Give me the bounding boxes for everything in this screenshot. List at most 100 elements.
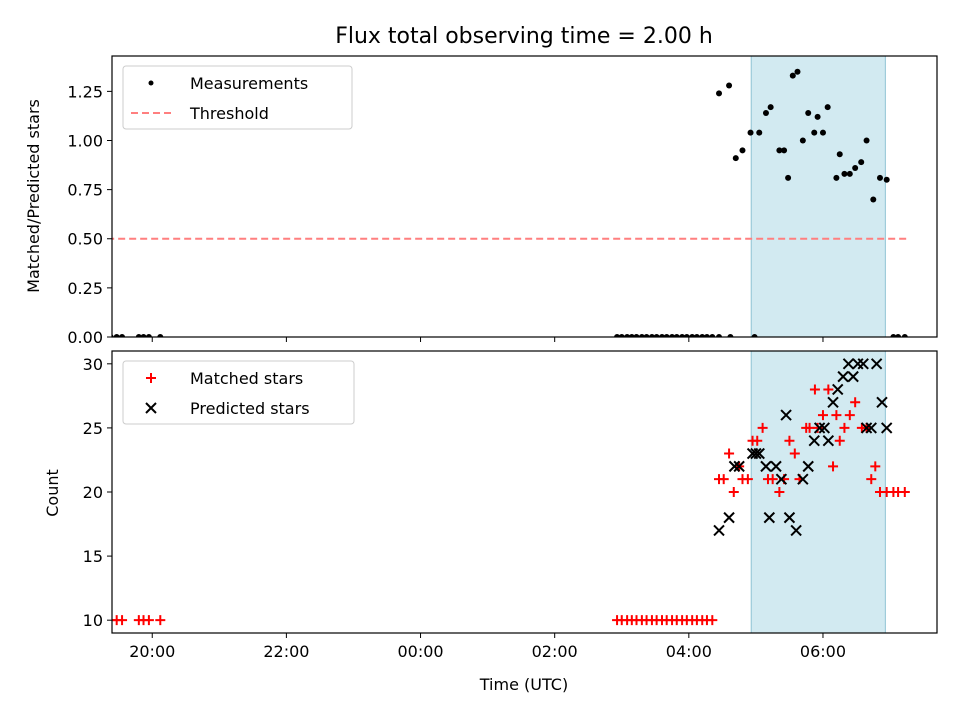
measurement-point — [781, 147, 788, 154]
predicted-star-point — [865, 422, 877, 434]
y-tick-label: 0.50 — [67, 230, 103, 249]
matched-star-point — [707, 615, 718, 626]
predicted-star-point — [876, 396, 888, 408]
measurement-point — [638, 334, 645, 337]
predicted-star-point — [753, 447, 765, 460]
legend-label: Threshold — [189, 104, 269, 123]
measurement-point — [693, 334, 700, 337]
matched-star-point — [742, 474, 753, 485]
matched-star-point — [834, 435, 845, 446]
measurement-point — [653, 334, 660, 337]
predicted-star-point — [797, 473, 809, 485]
series-matched-stars — [112, 384, 910, 626]
matched-star-point — [767, 474, 778, 485]
measurement-point — [689, 334, 696, 337]
measurement-point — [767, 104, 774, 111]
predicted-star-point — [808, 435, 820, 447]
predicted-star-point — [842, 358, 855, 370]
matched-star-point — [724, 448, 735, 459]
matched-star-point — [823, 384, 834, 395]
legend-label: Predicted stars — [190, 399, 310, 418]
x-tick-label: 22:00 — [263, 642, 309, 661]
y-tick-label: 0.75 — [67, 181, 103, 200]
x-tick-label: 04:00 — [666, 642, 712, 661]
measurement-point — [683, 334, 690, 337]
chart-title: Flux total observing time = 2.00 h — [335, 24, 713, 49]
measurement-point — [673, 334, 680, 337]
measurement-point — [799, 137, 806, 144]
measurement-point — [157, 334, 164, 337]
measurement-point — [113, 334, 120, 337]
legend-box — [122, 65, 353, 130]
matched-star-point — [844, 410, 855, 421]
measurement-point — [643, 334, 650, 337]
predicted-star-point — [857, 358, 869, 370]
measurement-point — [669, 334, 676, 337]
y-tick-label: 0.00 — [67, 328, 103, 347]
predicted-star-point — [713, 524, 725, 537]
measurement-point — [794, 68, 801, 75]
legend: Matched stars Predicted stars — [122, 360, 355, 425]
measurement-point — [819, 129, 826, 136]
measurement-point — [814, 113, 821, 120]
observing-window-shade — [750, 56, 886, 337]
legend-marker-predicted — [145, 402, 157, 414]
measurement-point — [624, 334, 631, 337]
y-tick-label: 30 — [83, 355, 103, 374]
measurement-point — [614, 334, 621, 337]
measurement-point — [145, 334, 152, 337]
measurement-point — [648, 334, 655, 337]
matched-star-point — [774, 487, 785, 497]
legend-marker-measurements — [148, 80, 154, 86]
observing-window-shade — [750, 351, 886, 633]
measurement-point — [732, 155, 739, 162]
predicted-star-point — [763, 511, 776, 524]
matched-star-point — [831, 410, 842, 421]
measurement-point — [679, 334, 686, 337]
measurement-point — [805, 109, 812, 116]
predicted-star-point — [733, 460, 745, 473]
predicted-star-point — [870, 358, 883, 370]
measurement-point — [852, 165, 859, 172]
measurement-point — [756, 129, 763, 136]
measurement-point — [135, 334, 142, 337]
predicted-star-point — [790, 524, 802, 537]
matched-star-point — [728, 487, 739, 497]
predicted-star-point — [813, 422, 826, 434]
measurement-point — [726, 82, 733, 89]
y-tick-label: 15 — [83, 547, 103, 566]
predicted-star-point — [818, 422, 831, 434]
predicted-star-point — [832, 383, 844, 396]
predicted-star-point — [880, 422, 893, 434]
measurement-point — [890, 334, 897, 337]
legend-label: Matched stars — [190, 369, 303, 388]
legend-box — [122, 360, 355, 425]
measurement-point — [727, 334, 734, 337]
measurement-point — [858, 159, 865, 166]
matched-star-point — [155, 615, 166, 626]
legend-label: Measurements — [190, 74, 308, 93]
measurement-point — [140, 334, 147, 337]
top-ylabel: Matched/Predicted stars — [24, 99, 43, 293]
matched-star-point — [809, 384, 820, 395]
measurement-point — [876, 174, 883, 181]
measurement-point — [703, 334, 710, 337]
measurement-point — [618, 334, 625, 337]
measurement-point — [870, 196, 877, 203]
matched-star-point — [899, 487, 910, 497]
matched-star-point — [870, 461, 881, 472]
measurement-point — [824, 104, 831, 111]
matched-star-point — [850, 397, 861, 408]
measurement-point — [789, 72, 796, 79]
predicted-star-point — [860, 422, 873, 434]
x-tick-label: 06:00 — [800, 642, 846, 661]
measurement-point — [663, 334, 670, 337]
measurement-point — [785, 174, 792, 181]
measurement-point — [846, 170, 853, 177]
predicted-star-point — [780, 409, 792, 421]
predicted-star-point — [775, 473, 788, 485]
bottom-ylabel: Count — [43, 469, 62, 517]
x-tick-label: 02:00 — [532, 642, 578, 661]
measurement-point — [841, 170, 848, 177]
